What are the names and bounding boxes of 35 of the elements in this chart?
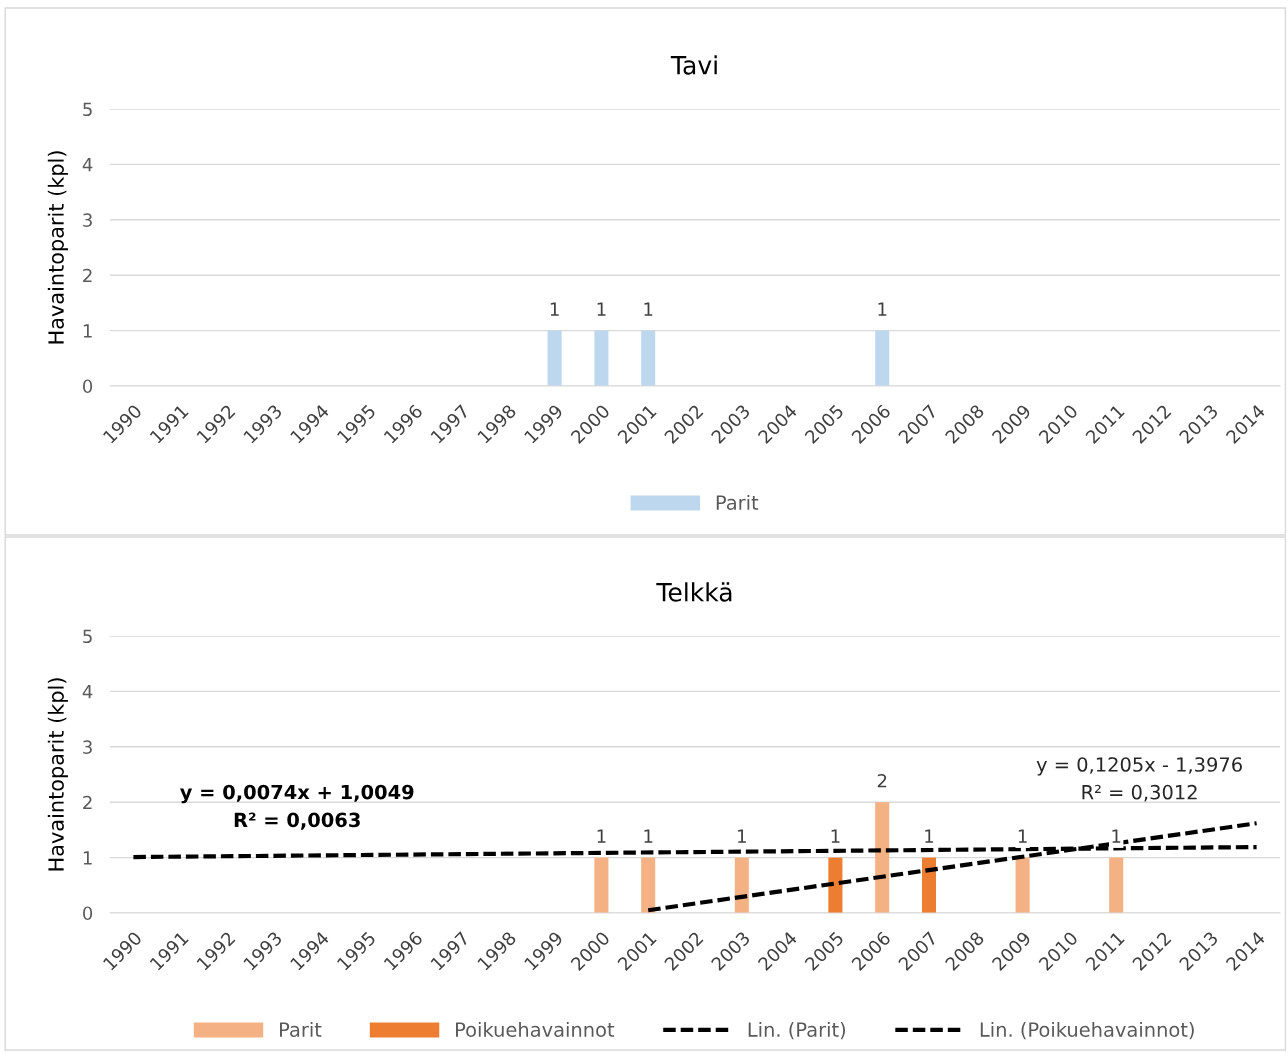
y-tick-label: 2 (83, 268, 92, 283)
data-label: 1 (550, 302, 559, 316)
legend-label: Poikuehavainnot (456, 1021, 615, 1037)
legend-label: Parit (280, 1021, 322, 1037)
y-tick-label: 1 (83, 851, 92, 865)
y-tick-label: 0 (83, 906, 93, 921)
data-label: 1 (831, 829, 840, 843)
data-label: 1 (1018, 829, 1027, 843)
chart-title: Telkkä (656, 582, 732, 602)
legend-label: Lin. (Poikuehavainnot) (980, 1021, 1194, 1040)
data-label: 2 (877, 773, 887, 788)
y-axis-title: Havaintoparit (kpl) (47, 678, 68, 871)
y-tick-label: 0 (83, 379, 93, 394)
y-tick-label: 5 (83, 629, 92, 644)
data-label: 1 (597, 302, 606, 316)
legend-label: Lin. (Parit) (748, 1021, 846, 1040)
y-axis-title: Havaintoparit (kpl) (47, 151, 68, 344)
y-tick-label: 3 (83, 213, 92, 227)
data-label: 1 (878, 302, 887, 316)
y-tick-label: 1 (83, 324, 92, 338)
annotation: y = 0,0074x + 1,0049 R² = 0,0063 (179, 784, 414, 830)
data-label: 1 (644, 829, 653, 843)
legend-label: Parit (716, 494, 759, 510)
y-tick-label: 2 (83, 795, 92, 810)
y-tick-label: 3 (83, 740, 92, 754)
y-tick-label: 5 (83, 102, 92, 117)
data-label: 1 (738, 829, 746, 843)
chart-title: Tavi (670, 55, 717, 75)
y-tick-label: 4 (82, 158, 93, 172)
data-label: 1 (597, 829, 606, 843)
annotation: y = 0,1205x - 1,3976 R² = 0,3012 (1036, 757, 1242, 802)
data-label: 1 (1112, 829, 1121, 843)
data-label: 1 (644, 302, 653, 316)
y-tick-label: 4 (82, 685, 93, 699)
data-label: 1 (925, 829, 934, 843)
